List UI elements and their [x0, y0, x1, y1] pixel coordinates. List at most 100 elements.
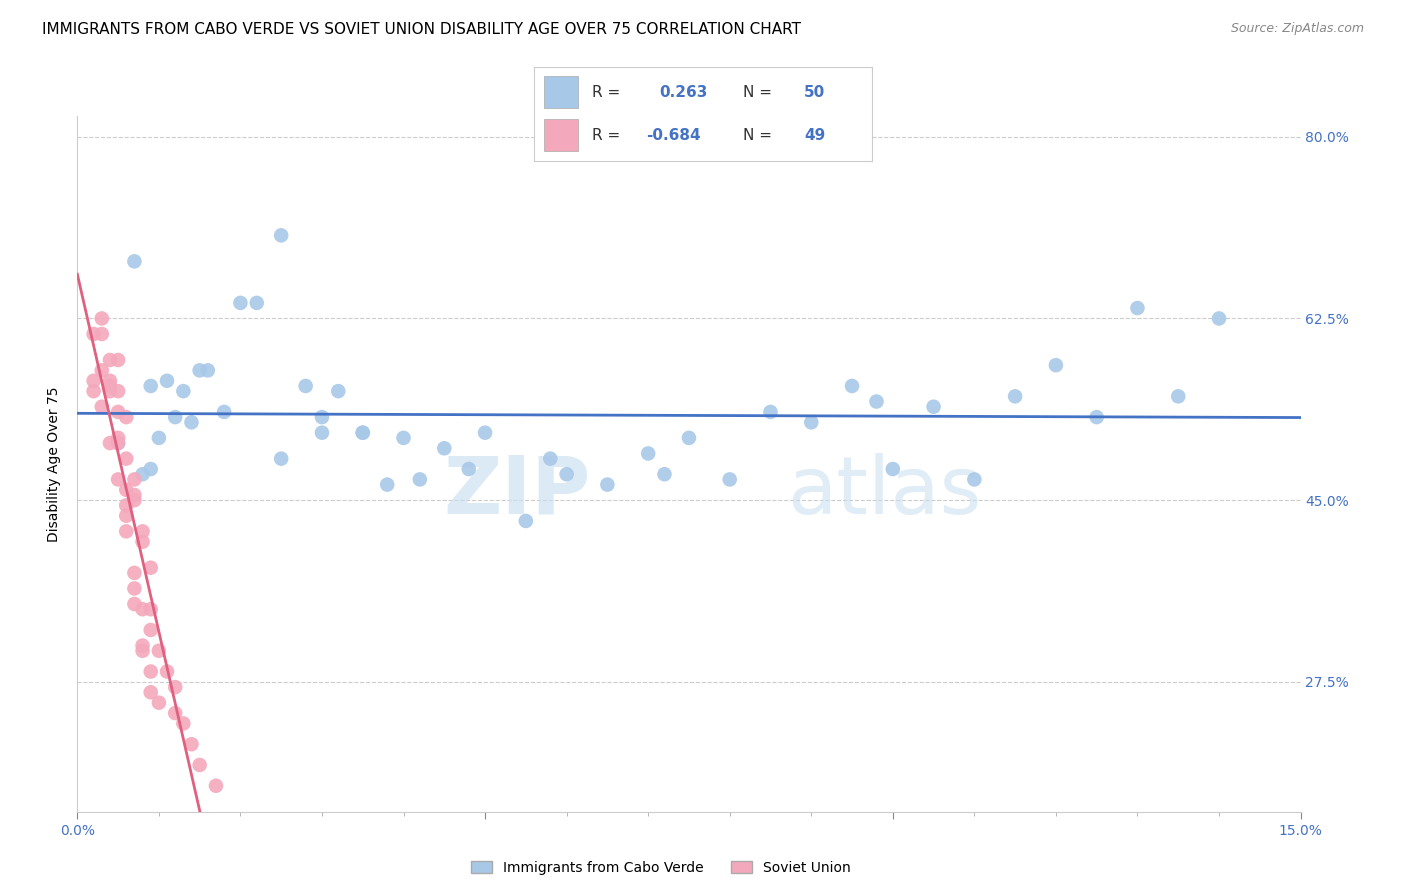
- Point: [963, 472, 986, 486]
- Point: [115, 410, 138, 425]
- Point: [124, 472, 146, 486]
- Point: [98, 374, 121, 388]
- Point: [922, 400, 945, 414]
- Text: 50: 50: [804, 85, 825, 100]
- Point: [90, 326, 112, 341]
- Point: [352, 425, 374, 440]
- Point: [90, 363, 112, 377]
- Point: [107, 384, 129, 399]
- Legend: Immigrants from Cabo Verde, Soviet Union: Immigrants from Cabo Verde, Soviet Union: [465, 855, 856, 880]
- Point: [555, 467, 578, 482]
- FancyBboxPatch shape: [544, 77, 578, 108]
- Point: [98, 436, 121, 450]
- Point: [107, 353, 129, 368]
- Point: [270, 451, 292, 466]
- Point: [156, 665, 179, 679]
- Point: [882, 462, 904, 476]
- Point: [90, 311, 112, 326]
- Text: N =: N =: [744, 128, 778, 143]
- Point: [98, 379, 121, 393]
- Point: [124, 493, 146, 508]
- Point: [188, 363, 211, 377]
- Point: [124, 488, 146, 502]
- Point: [392, 431, 415, 445]
- Point: [311, 410, 333, 425]
- Point: [148, 431, 170, 445]
- Point: [457, 462, 479, 476]
- Point: [107, 405, 129, 419]
- Point: [800, 415, 823, 429]
- Point: [107, 472, 129, 486]
- Point: [1167, 389, 1189, 403]
- Point: [1085, 410, 1108, 425]
- Point: [139, 602, 162, 616]
- Point: [180, 737, 202, 751]
- Point: [180, 415, 202, 429]
- Point: [131, 467, 153, 482]
- Point: [229, 296, 252, 310]
- Point: [375, 477, 398, 491]
- Point: [596, 477, 619, 491]
- Point: [1126, 301, 1149, 315]
- Point: [131, 639, 153, 653]
- Point: [139, 462, 162, 476]
- Point: [637, 446, 659, 460]
- Point: [718, 472, 741, 486]
- Point: [172, 716, 194, 731]
- Point: [433, 442, 456, 456]
- Point: [246, 296, 269, 310]
- Text: -0.684: -0.684: [645, 128, 700, 143]
- Point: [409, 472, 432, 486]
- Point: [98, 384, 121, 399]
- Point: [212, 405, 235, 419]
- Text: ZIP: ZIP: [444, 452, 591, 531]
- Point: [654, 467, 676, 482]
- Point: [124, 597, 146, 611]
- Point: [165, 680, 187, 694]
- Point: [115, 524, 138, 539]
- Point: [139, 665, 162, 679]
- Point: [83, 384, 105, 399]
- Point: [678, 431, 700, 445]
- Point: [270, 228, 292, 243]
- Point: [148, 696, 170, 710]
- Point: [148, 644, 170, 658]
- Point: [83, 326, 105, 341]
- Y-axis label: Disability Age Over 75: Disability Age Over 75: [48, 386, 62, 541]
- Point: [865, 394, 887, 409]
- Point: [311, 425, 333, 440]
- Point: [131, 534, 153, 549]
- Point: [107, 436, 129, 450]
- Point: [1208, 311, 1230, 326]
- Point: [139, 685, 162, 699]
- Point: [156, 374, 179, 388]
- Point: [124, 582, 146, 596]
- Point: [515, 514, 537, 528]
- Text: IMMIGRANTS FROM CABO VERDE VS SOVIET UNION DISABILITY AGE OVER 75 CORRELATION CH: IMMIGRANTS FROM CABO VERDE VS SOVIET UNI…: [42, 22, 801, 37]
- Point: [115, 451, 138, 466]
- Point: [328, 384, 350, 399]
- Point: [841, 379, 863, 393]
- Text: Source: ZipAtlas.com: Source: ZipAtlas.com: [1230, 22, 1364, 36]
- Point: [294, 379, 316, 393]
- Point: [115, 483, 138, 497]
- Point: [131, 644, 153, 658]
- Point: [139, 379, 162, 393]
- Point: [1045, 358, 1067, 372]
- Text: N =: N =: [744, 85, 778, 100]
- Point: [115, 499, 138, 513]
- Point: [759, 405, 782, 419]
- Point: [83, 374, 105, 388]
- Point: [90, 400, 112, 414]
- Point: [107, 436, 129, 450]
- Point: [115, 508, 138, 523]
- Point: [165, 706, 187, 720]
- Text: 49: 49: [804, 128, 825, 143]
- Point: [197, 363, 219, 377]
- Text: 0.263: 0.263: [659, 85, 707, 100]
- Point: [474, 425, 496, 440]
- Point: [124, 566, 146, 580]
- Point: [131, 524, 153, 539]
- Point: [205, 779, 228, 793]
- Point: [538, 451, 561, 466]
